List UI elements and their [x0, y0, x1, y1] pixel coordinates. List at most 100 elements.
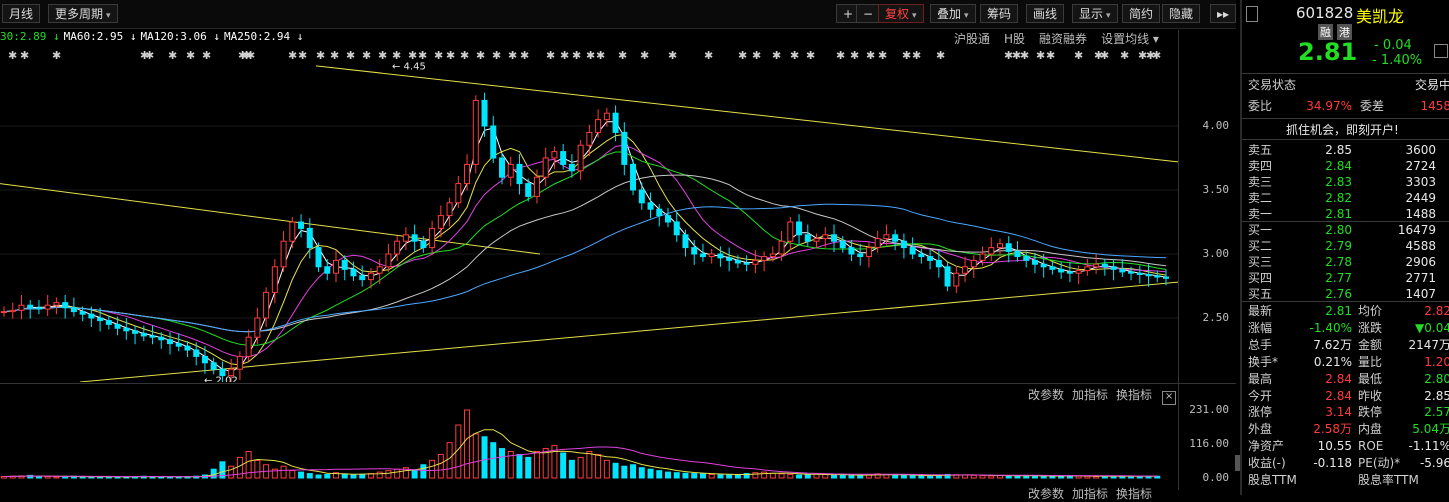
event-marker[interactable]: ✱	[586, 49, 596, 62]
event-marker[interactable]: ✱	[1036, 49, 1046, 62]
event-marker[interactable]: ✱	[242, 49, 252, 62]
event-marker[interactable]: ✱	[492, 49, 502, 62]
close-icon[interactable]: ×	[1162, 391, 1177, 405]
tool-button-1[interactable]: −	[856, 4, 881, 23]
volume-link-1[interactable]: 加指标	[1072, 388, 1109, 402]
event-marker[interactable]: ✱	[202, 49, 212, 62]
event-marker[interactable]: ✱	[912, 49, 922, 62]
event-marker[interactable]: ✱	[866, 49, 876, 62]
event-marker[interactable]: ✱	[418, 49, 428, 62]
event-marker[interactable]: ✱	[790, 49, 800, 62]
event-marker[interactable]: ✱	[434, 49, 444, 62]
event-marker[interactable]: ✱	[362, 49, 372, 62]
square-icon[interactable]	[1434, 44, 1448, 58]
event-marker[interactable]: ✱	[238, 49, 248, 62]
event-marker[interactable]: ✱	[560, 49, 570, 62]
event-marker[interactable]: ✱	[392, 49, 402, 62]
tool-button-2[interactable]: 复权 ▾	[878, 4, 924, 23]
tool-button-8[interactable]: 隐藏	[1162, 4, 1201, 23]
event-marker[interactable]: ✱	[1004, 49, 1014, 62]
event-marker[interactable]: ✱	[186, 49, 196, 62]
event-marker[interactable]: ✱	[1138, 49, 1148, 62]
volume-bar	[333, 472, 339, 479]
tool-button-6[interactable]: 显示 ▾	[1072, 4, 1118, 23]
stat-label: PE(动)*	[1358, 456, 1401, 471]
event-marker[interactable]: ✱	[752, 49, 762, 62]
event-marker[interactable]: ✱	[140, 49, 150, 62]
event-marker[interactable]: ✱	[446, 49, 456, 62]
stat-row: 净资产 10.55 ROE -1.11%	[1242, 438, 1449, 455]
event-marker[interactable]: ✱	[520, 49, 530, 62]
event-marker[interactable]: ✱	[850, 49, 860, 62]
event-marker[interactable]: ✱	[596, 49, 606, 62]
event-marker[interactable]: ✱	[1046, 49, 1056, 62]
tool-button-4[interactable]: 筹码	[980, 4, 1019, 23]
event-marker[interactable]: ✱	[330, 49, 340, 62]
open-account-link[interactable]: 抓住机会，即刻开户!	[1286, 123, 1399, 137]
event-marker[interactable]: ✱	[508, 49, 518, 62]
event-marker[interactable]: ✱	[878, 49, 888, 62]
price-chart[interactable]: ← 4.45 ← 2.02	[0, 62, 1180, 382]
event-marker[interactable]: ✱	[246, 49, 256, 62]
event-marker[interactable]: ✱	[460, 49, 470, 62]
top-link-3[interactable]: 设置均线 ▾	[1101, 32, 1159, 46]
tool-button-9[interactable]: ▸▸	[1210, 4, 1237, 23]
order-row: 卖四 2.84 2724	[1242, 158, 1449, 175]
event-marker[interactable]: ✱	[1094, 49, 1104, 62]
event-marker[interactable]: ✱	[704, 49, 714, 62]
menu-icon[interactable]	[1246, 6, 1258, 22]
volume-bar	[464, 409, 471, 479]
volume-link-bottom-2[interactable]: 换指标	[1116, 487, 1153, 501]
volume-bar	[647, 468, 654, 479]
event-marker[interactable]: ✱	[618, 49, 628, 62]
volume-link-0[interactable]: 改参数	[1028, 388, 1065, 402]
volume-link-bottom-0[interactable]: 改参数	[1028, 487, 1065, 501]
candle-body	[979, 253, 986, 261]
volume-link-2[interactable]: 换指标	[1116, 388, 1153, 402]
event-marker[interactable]: ✱	[572, 49, 582, 62]
event-marker[interactable]: ✱	[378, 49, 388, 62]
event-marker[interactable]: ✱	[546, 49, 556, 62]
event-marker[interactable]: ✱	[836, 49, 846, 62]
tool-button-7[interactable]: 简约	[1122, 4, 1161, 23]
collapse-handle[interactable]	[1235, 455, 1241, 471]
event-marker[interactable]: ✱	[668, 49, 678, 62]
period-button-0[interactable]: 月线	[2, 4, 41, 23]
event-marker[interactable]: ✱	[316, 49, 326, 62]
event-marker[interactable]: ✱	[20, 49, 30, 62]
top-link-0[interactable]: 沪股通	[954, 32, 991, 46]
event-marker[interactable]: ✱	[1020, 49, 1030, 62]
stock-code: 601828	[1296, 4, 1354, 22]
top-link-1[interactable]: H股	[1004, 32, 1026, 46]
event-marker[interactable]: ✱	[52, 49, 62, 62]
event-marker[interactable]: ✱	[408, 49, 418, 62]
period-button-1[interactable]: 更多周期 ▾	[48, 4, 118, 23]
event-marker[interactable]: ✱	[168, 49, 178, 62]
event-marker[interactable]: ✱	[1074, 49, 1084, 62]
event-marker[interactable]: ✱	[288, 49, 298, 62]
top-link-2[interactable]: 融资融券	[1039, 32, 1088, 46]
event-marker[interactable]: ✱	[346, 49, 356, 62]
event-marker[interactable]: ✱	[1100, 49, 1110, 62]
event-marker[interactable]: ✱	[772, 49, 782, 62]
volume-link-bottom-1[interactable]: 加指标	[1072, 487, 1109, 501]
event-marker[interactable]: ✱	[1152, 49, 1162, 62]
event-marker[interactable]: ✱	[640, 49, 650, 62]
event-marker[interactable]: ✱	[806, 49, 816, 62]
event-marker[interactable]: ✱	[902, 49, 912, 62]
event-marker[interactable]: ✱	[298, 49, 308, 62]
event-marker[interactable]: ✱	[8, 49, 18, 62]
ma-value-0: 30:2.89 ↓	[0, 30, 60, 43]
price-axis-label: 4.00	[1202, 119, 1230, 132]
volume-chart[interactable]	[0, 408, 1180, 480]
event-marker[interactable]: ✱	[1012, 49, 1022, 62]
event-marker[interactable]: ✱	[145, 49, 155, 62]
event-marker[interactable]: ✱	[476, 49, 486, 62]
candle-body	[132, 330, 139, 334]
event-marker[interactable]: ✱	[1146, 49, 1156, 62]
tool-button-3[interactable]: 叠加 ▾	[930, 4, 976, 23]
event-marker[interactable]: ✱	[1120, 49, 1130, 62]
tool-button-5[interactable]: 画线	[1026, 4, 1065, 23]
event-marker[interactable]: ✱	[738, 49, 748, 62]
event-marker[interactable]: ✱	[936, 49, 946, 62]
